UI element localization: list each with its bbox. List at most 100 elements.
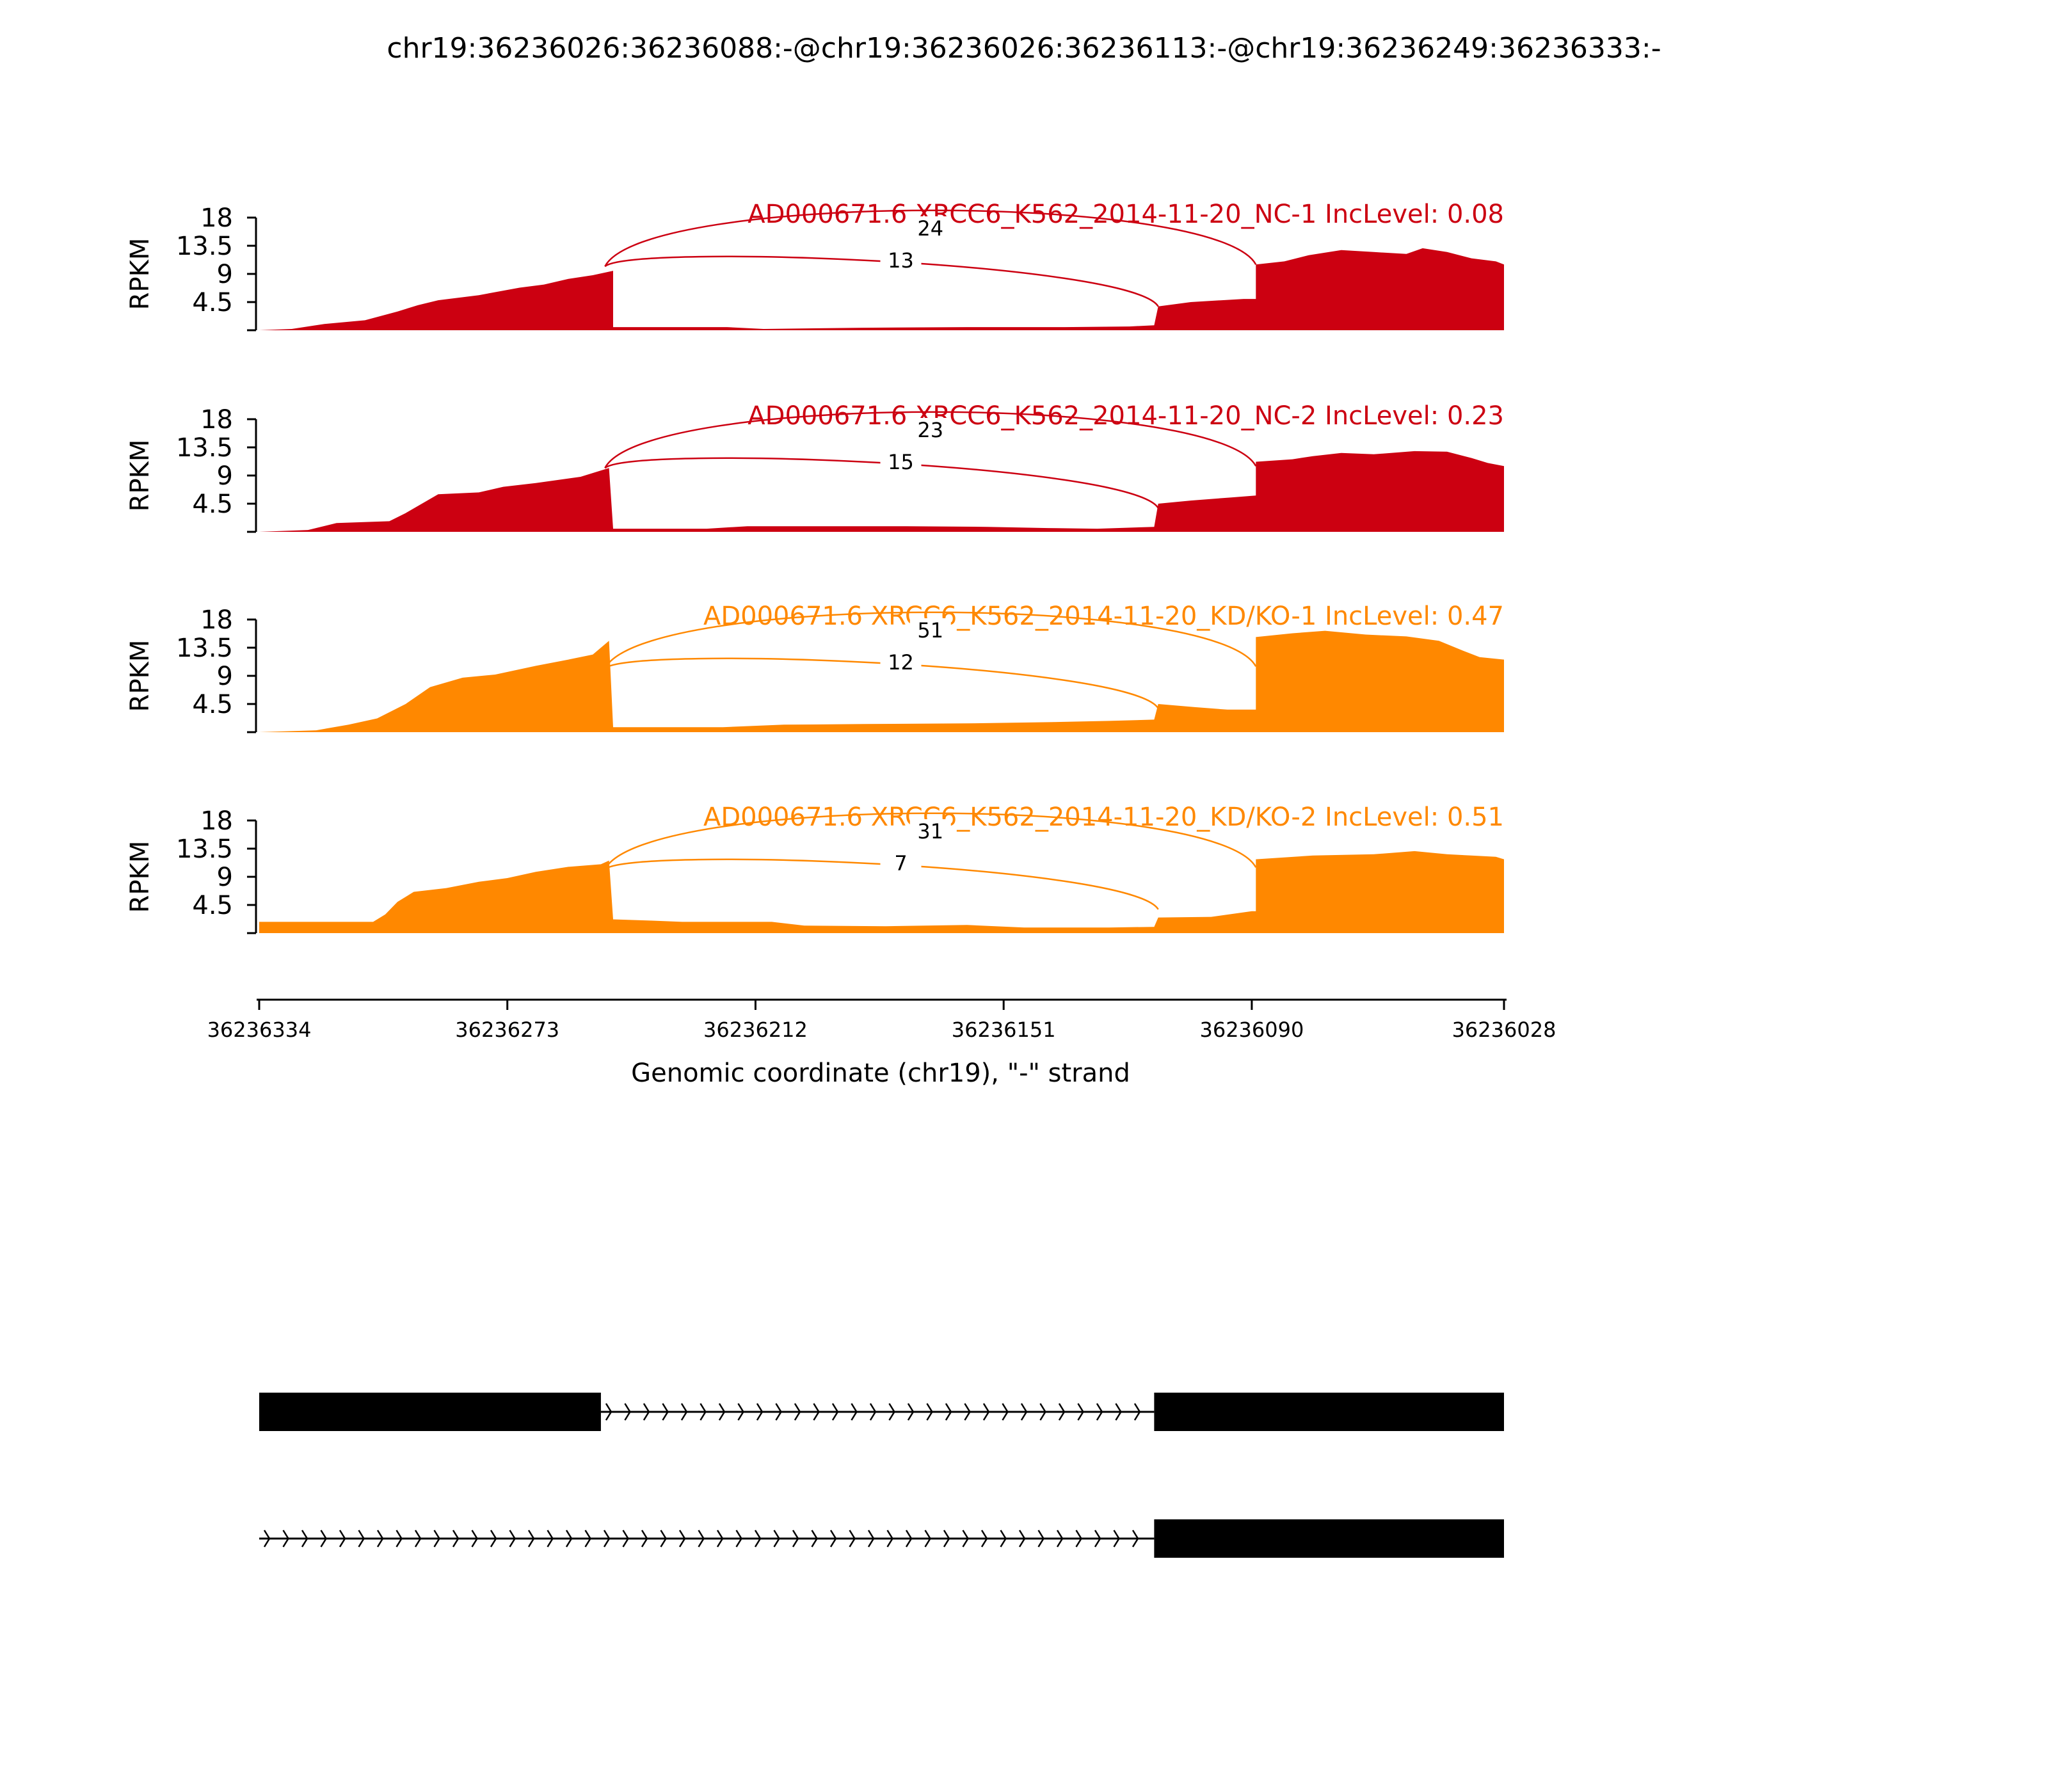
y-tick-label: 4.5: [192, 690, 233, 719]
strand-chevron-icon: [962, 1530, 969, 1548]
y-axis-label: RPKM: [125, 440, 155, 512]
y-tick-label: 13.5: [176, 634, 233, 663]
strand-chevron-icon: [358, 1530, 365, 1548]
y-tick-label: 9: [217, 863, 233, 892]
strand-chevron-icon: [605, 1403, 612, 1421]
x-tick-label: 36236212: [703, 1018, 808, 1042]
junction-count-bg: [880, 851, 922, 877]
coverage-area: [259, 451, 1504, 532]
y-tick-label: 13.5: [176, 433, 233, 463]
track-label: AD000671.6 XRCC6_K562_2014-11-20_NC-1 In…: [748, 200, 1504, 229]
junction-count-bg: [909, 216, 951, 242]
y-axis-label: RPKM: [125, 640, 155, 712]
strand-chevron-icon: [1056, 1530, 1064, 1548]
junction-count: 23: [917, 418, 943, 442]
strand-chevron-icon: [698, 1530, 705, 1548]
strand-chevron-icon: [867, 1530, 875, 1548]
strand-chevron-icon: [452, 1530, 460, 1548]
junction-count-bg: [909, 418, 951, 444]
strand-chevron-icon: [1115, 1403, 1122, 1421]
y-tick-label: 18: [200, 405, 233, 435]
strand-chevron-icon: [376, 1530, 384, 1548]
strand-chevron-icon: [320, 1530, 327, 1548]
track-label: AD000671.6 XRCC6_K562_2014-11-20_KD/KO-2…: [703, 803, 1504, 832]
strand-chevron-icon: [414, 1530, 422, 1548]
strand-chevron-icon: [490, 1530, 497, 1548]
y-tick-label: 9: [217, 662, 233, 691]
x-tick-label: 36236151: [952, 1018, 1056, 1042]
junction-count: 7: [894, 851, 907, 876]
strand-chevron-icon: [737, 1403, 744, 1421]
x-tick-label: 36236028: [1452, 1018, 1556, 1042]
strand-chevron-icon: [775, 1403, 782, 1421]
strand-chevron-icon: [624, 1403, 631, 1421]
junction-count-bg: [880, 248, 922, 274]
strand-chevron-icon: [643, 1403, 650, 1421]
strand-chevron-icon: [603, 1530, 611, 1548]
junction-count: 15: [888, 450, 914, 474]
y-tick-label: 4.5: [192, 288, 233, 317]
strand-chevron-icon: [584, 1530, 591, 1548]
strand-chevron-icon: [1020, 1403, 1028, 1421]
strand-chevron-icon: [678, 1530, 686, 1548]
x-tick-label: 36236334: [207, 1018, 312, 1042]
junction-count: 31: [917, 819, 943, 844]
strand-chevron-icon: [1018, 1530, 1026, 1548]
strand-chevron-icon: [829, 1530, 837, 1548]
y-tick-label: 18: [200, 605, 233, 635]
strand-chevron-icon: [945, 1403, 952, 1421]
exon-block: [259, 1393, 601, 1431]
strand-chevron-icon: [1002, 1403, 1009, 1421]
strand-chevron-icon: [756, 1403, 764, 1421]
strand-chevron-icon: [680, 1403, 688, 1421]
y-tick-label: 9: [217, 260, 233, 289]
strand-chevron-icon: [718, 1403, 726, 1421]
exon-block: [1154, 1519, 1504, 1558]
strand-chevron-icon: [869, 1403, 877, 1421]
strand-chevron-icon: [794, 1403, 801, 1421]
y-tick-label: 9: [217, 461, 233, 491]
strand-chevron-icon: [700, 1403, 707, 1421]
strand-chevron-icon: [433, 1530, 440, 1548]
strand-chevron-icon: [471, 1530, 478, 1548]
strand-chevron-icon: [851, 1403, 858, 1421]
x-tick-label: 36236090: [1199, 1018, 1304, 1042]
isoform-models: [259, 1393, 1504, 1558]
y-axis-label: RPKM: [125, 841, 155, 913]
y-tick-label: 13.5: [176, 232, 233, 261]
track-label: AD000671.6 XRCC6_K562_2014-11-20_KD/KO-1…: [703, 602, 1504, 631]
y-axis-label: RPKM: [125, 238, 155, 310]
isoform-1: [259, 1393, 1504, 1431]
isoform-2: [259, 1519, 1504, 1558]
x-axis: 36236334 36236273 36236212 36236151 36236090…: [207, 998, 1556, 1042]
track-label: AD000671.6 XRCC6_K562_2014-11-20_NC-2 In…: [748, 401, 1504, 431]
strand-chevron-icon: [792, 1530, 799, 1548]
strand-chevron-icon: [813, 1403, 820, 1421]
strand-chevron-icon: [964, 1403, 971, 1421]
strand-chevron-icon: [754, 1530, 762, 1548]
junction-count-bg: [880, 650, 922, 676]
y-tick-label: 4.5: [192, 490, 233, 519]
strand-chevron-icon: [622, 1530, 629, 1548]
strand-chevron-icon: [811, 1530, 818, 1548]
coverage-area: [259, 630, 1504, 732]
junction-count: 13: [888, 248, 914, 273]
junction-arc-long: [604, 812, 1257, 870]
strand-chevron-icon: [641, 1530, 648, 1548]
strand-chevron-icon: [1113, 1530, 1120, 1548]
strand-chevron-icon: [527, 1530, 535, 1548]
strand-chevron-icon: [907, 1403, 915, 1421]
junction-count: 12: [888, 650, 914, 675]
strand-chevron-icon: [509, 1530, 516, 1548]
strand-chevron-icon: [773, 1530, 780, 1548]
strand-chevron-icon: [716, 1530, 724, 1548]
strand-chevron-icon: [1075, 1530, 1082, 1548]
x-axis-label: Genomic coordinate (chr19), "-" strand: [631, 1059, 1130, 1088]
strand-chevron-icon: [1037, 1530, 1044, 1548]
strand-chevron-icon: [301, 1530, 308, 1548]
junction-count-bg: [909, 618, 951, 644]
strand-chevron-icon: [1096, 1403, 1103, 1421]
